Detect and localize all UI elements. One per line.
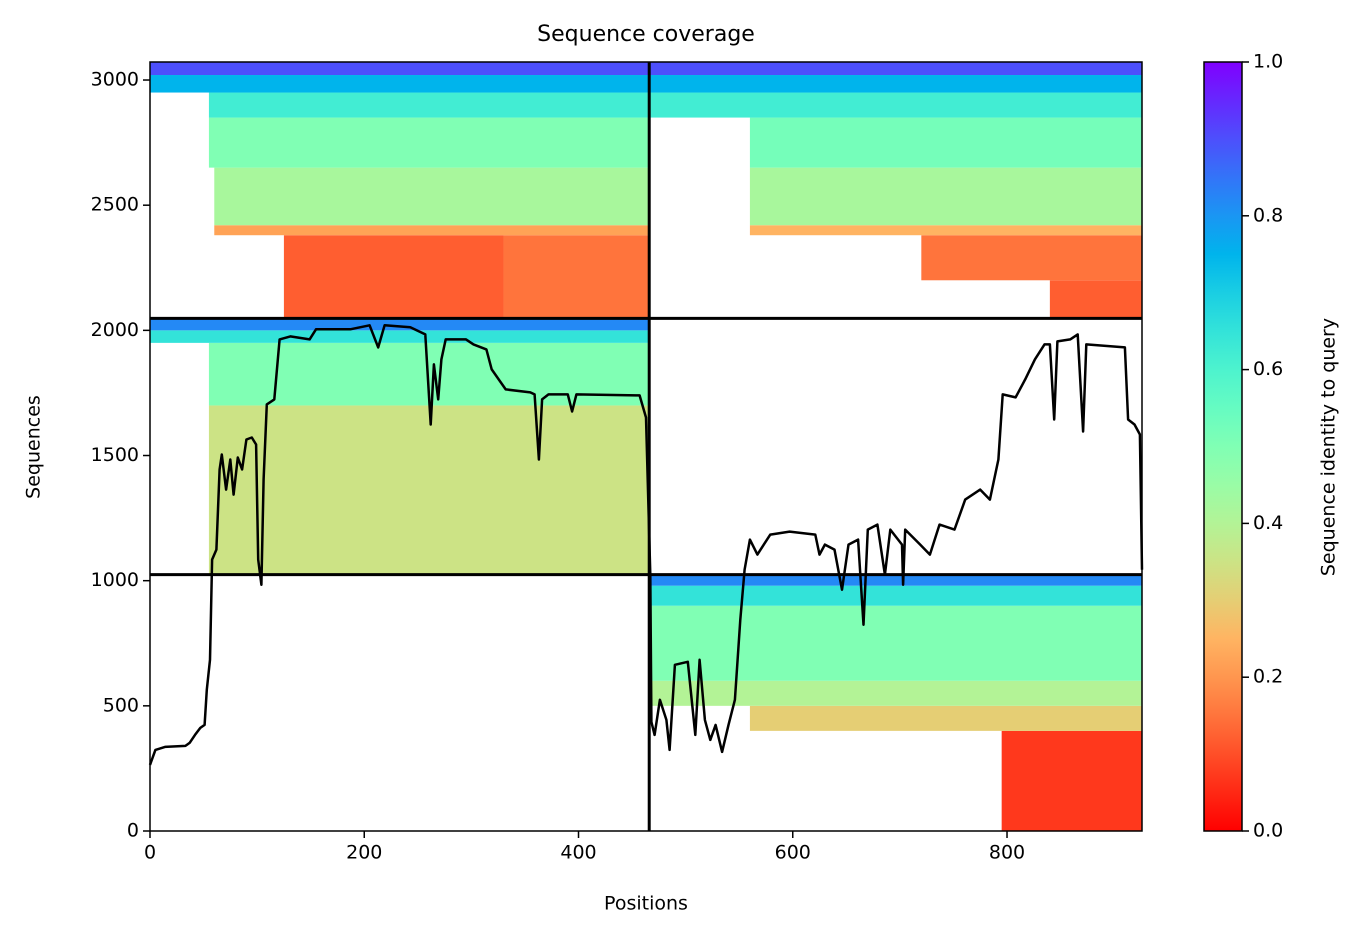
coverage-band [749, 117, 1142, 168]
coverage-band [649, 605, 1142, 681]
coverage-band [208, 117, 650, 168]
colorbar-tick-label: 1.0 [1253, 51, 1283, 73]
plot-frame [149, 61, 1143, 832]
coverage-band [150, 330, 650, 343]
y-tick-label: 3000 [91, 69, 139, 91]
colorbar-tick-label: 0.0 [1253, 820, 1283, 842]
colorbar-tick-label: 0.2 [1253, 666, 1283, 688]
coverage-band [649, 585, 1142, 606]
coverage-band [208, 92, 650, 118]
coverage-band [150, 62, 650, 76]
coverage-band [214, 167, 650, 226]
y-tick-label: 1500 [91, 444, 139, 466]
x-tick-label: 800 [989, 842, 1025, 864]
colorbar-tick-label: 0.8 [1253, 204, 1283, 226]
x-tick-label: 0 [144, 842, 156, 864]
coverage-band [649, 92, 1142, 118]
coverage-line [148, 324, 1144, 766]
coverage-band [749, 705, 1142, 731]
x-axis-label: Positions [604, 893, 688, 915]
y-tick-label: 1000 [91, 569, 139, 591]
coverage-band [1001, 730, 1142, 831]
y-tick-label: 2500 [91, 194, 139, 216]
colorbar-label: Sequence identity to query [1318, 318, 1340, 576]
x-tick-label: 600 [775, 842, 811, 864]
y-tick-label: 2000 [91, 319, 139, 341]
colorbar [1203, 61, 1243, 832]
coverage-band [921, 235, 1142, 281]
coverage-band [649, 62, 1142, 76]
coverage-band [283, 235, 504, 319]
chart-title: Sequence coverage [537, 22, 755, 47]
coverage-band [214, 225, 650, 236]
colorbar-tick-label: 0.6 [1253, 358, 1283, 380]
x-tick-label: 400 [560, 842, 596, 864]
y-tick-label: 0 [127, 820, 139, 842]
coverage-band [649, 75, 1142, 93]
coverage-band [1049, 280, 1142, 319]
coverage-band [749, 167, 1142, 226]
coverage-band [503, 235, 650, 319]
colorbar-tick-label: 0.4 [1253, 512, 1283, 534]
coverage-band [208, 405, 650, 575]
coverage-band [150, 318, 650, 331]
y-tick-label: 500 [103, 694, 139, 716]
x-tick-label: 200 [346, 842, 382, 864]
y-axis-label: Sequences [23, 395, 45, 499]
coverage-band [649, 680, 1142, 706]
coverage-band [150, 75, 650, 93]
coverage-band [649, 574, 1142, 586]
coverage-band [749, 225, 1142, 236]
